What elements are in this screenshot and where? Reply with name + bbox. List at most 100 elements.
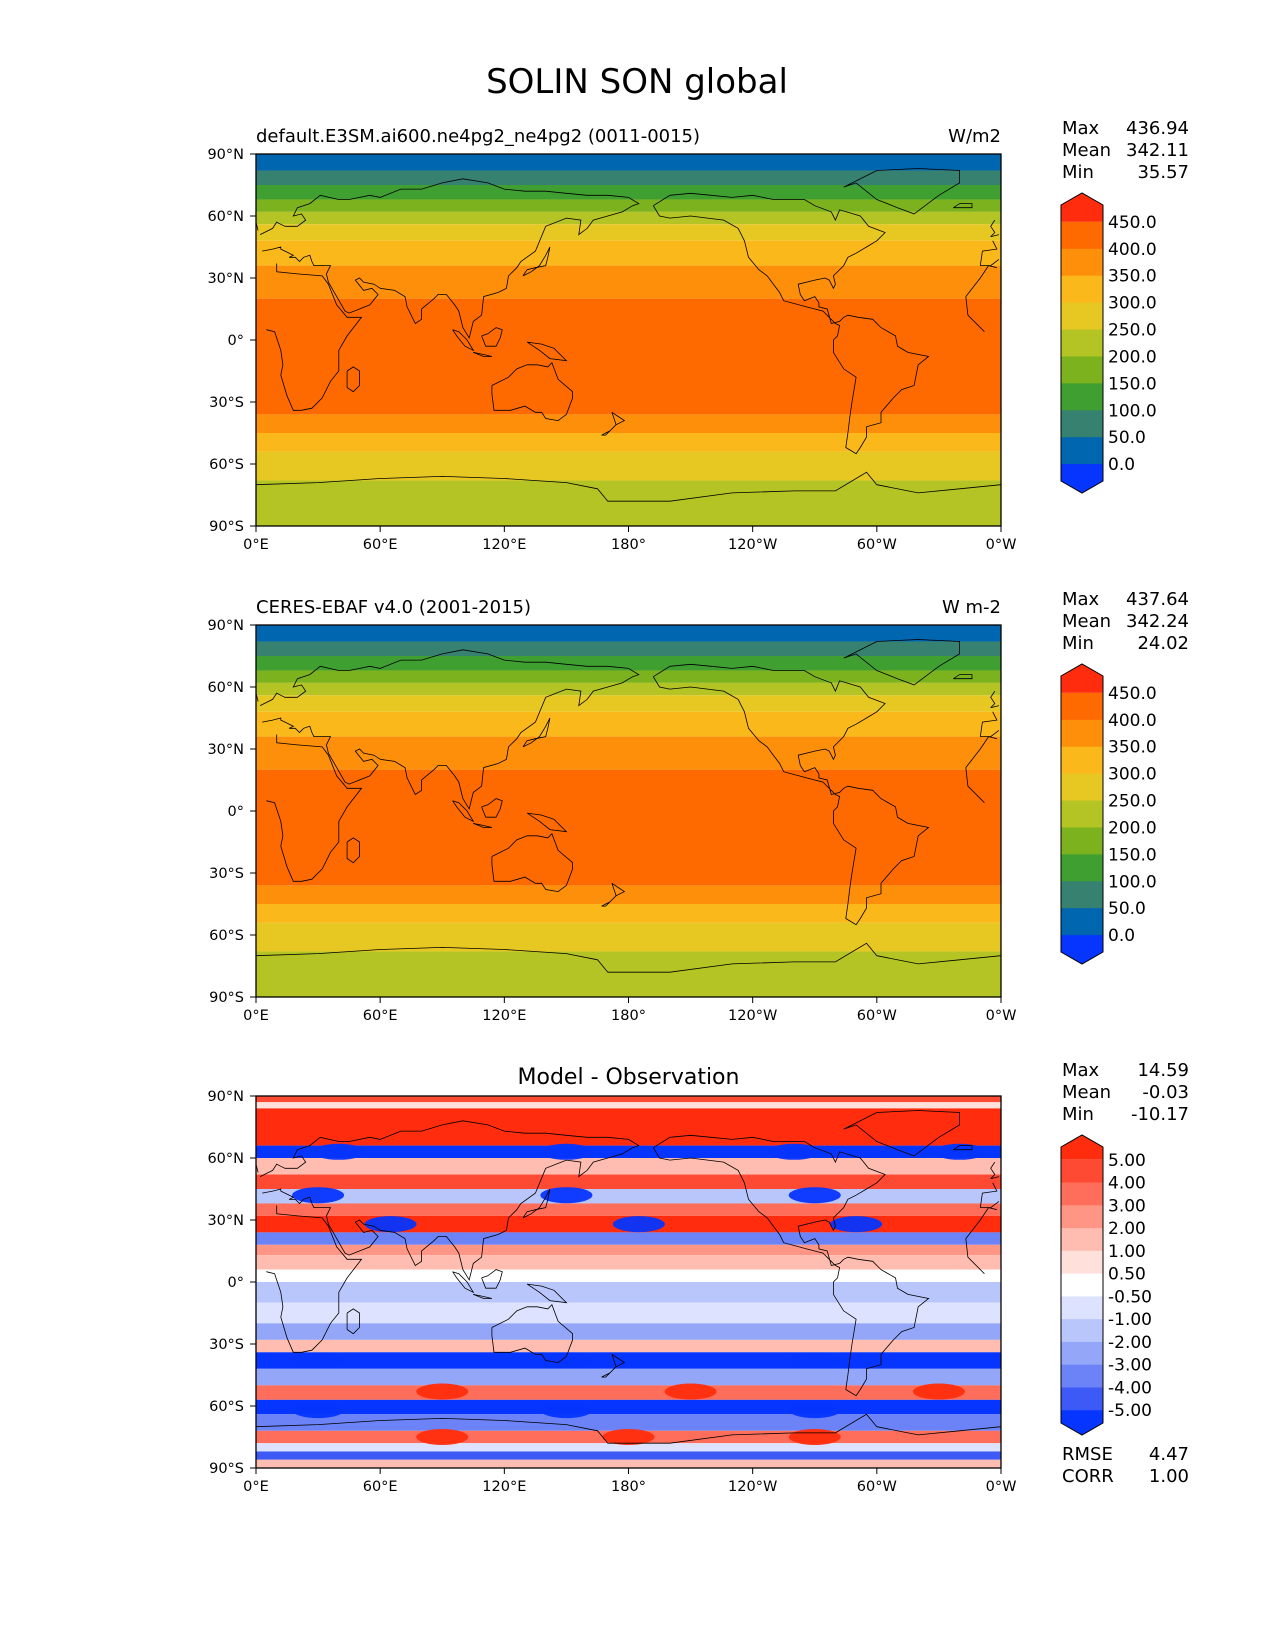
- colorbar-label: 350.0: [1108, 267, 1157, 287]
- coastline: [990, 690, 996, 708]
- coastline: [965, 296, 985, 332]
- contour-blob: [788, 1402, 841, 1419]
- contour-blob: [664, 1383, 717, 1400]
- colorbar-swatch: [1061, 410, 1103, 438]
- lon-tick-label: 120°E: [482, 1008, 526, 1024]
- contour-band: [256, 1443, 1001, 1452]
- contour-band: [256, 1244, 1001, 1256]
- lat-tick-label: 90°S: [209, 1461, 244, 1477]
- colorbar: 450.0 400.0 350.0 300.0 250.0 200.0 150.0 100.0…: [1060, 192, 1157, 494]
- colorbar-label: 50.0: [1108, 899, 1146, 919]
- lon-tick-label: 180°: [611, 537, 646, 553]
- colorbar-swatch: [1061, 746, 1103, 775]
- contour-band: [256, 1352, 1001, 1369]
- lat-tick-label: 0°: [228, 1275, 244, 1291]
- stat-max-value: 436.94: [1126, 118, 1189, 139]
- coastline: [473, 352, 492, 357]
- contour-blob: [788, 1429, 841, 1445]
- lat-tick-label: 60°S: [209, 457, 244, 473]
- panel-title: Model - Observation: [518, 1065, 740, 1090]
- lon-tick-label: 60°W: [857, 1008, 897, 1024]
- coastline: [526, 341, 568, 362]
- coastline: [473, 823, 492, 828]
- colorbar-label: 4.00: [1108, 1174, 1146, 1194]
- coastline: [965, 736, 997, 768]
- colorbar-swatch: [1061, 800, 1103, 828]
- colorbar-swatch: [1061, 1159, 1103, 1184]
- colorbar: 450.0 400.0 350.0 300.0 250.0 200.0 150.0 100.0…: [1060, 663, 1157, 965]
- stat-max-label: Max: [1062, 118, 1100, 139]
- contour-band: [256, 1414, 1001, 1431]
- lon-tick-label: 60°E: [363, 1479, 398, 1495]
- coastline: [266, 263, 363, 411]
- coastline: [953, 203, 973, 209]
- colorbar-label: 100.0: [1108, 401, 1157, 421]
- colorbar-outline: [1060, 1134, 1104, 1436]
- contour-band: [256, 1269, 1001, 1282]
- contour-band: [256, 1189, 1001, 1204]
- colorbar-label: 150.0: [1108, 374, 1157, 394]
- contour-blob: [830, 1216, 883, 1233]
- colorbar-swatch: [1061, 827, 1103, 855]
- contour-blob: [788, 1187, 841, 1204]
- contour-band: [256, 1339, 1001, 1353]
- coastline: [452, 329, 475, 352]
- contour-band: [256, 154, 1001, 171]
- field-layer: [256, 154, 1001, 526]
- field-layer: [256, 1096, 1001, 1468]
- coastline: [601, 1366, 617, 1378]
- contour-blob: [292, 1187, 345, 1204]
- lon-tick-label: 0°E: [243, 537, 269, 553]
- coastline: [990, 1176, 999, 1180]
- lon-tick-label: 180°: [611, 1008, 646, 1024]
- lon-tick-label: 0°E: [243, 1479, 269, 1495]
- corr-label: CORR: [1062, 1466, 1114, 1487]
- lon-tick-label: 180°: [611, 1479, 646, 1495]
- colorbar-swatch: [1061, 193, 1103, 222]
- panel-units: W m-2: [942, 597, 1001, 618]
- contour-band: [256, 670, 1001, 683]
- lat-tick-label: 90°S: [209, 519, 244, 535]
- colorbar-swatch: [1061, 221, 1103, 250]
- contour-band: [256, 1323, 1001, 1340]
- colorbar-swatch: [1061, 1296, 1103, 1320]
- coastline: [259, 178, 640, 339]
- contour-band: [256, 656, 1001, 671]
- contour-blob: [416, 1429, 469, 1445]
- lat-tick-label: 60°S: [209, 928, 244, 944]
- field-layer: [256, 625, 1001, 997]
- coastline: [652, 663, 930, 926]
- colorbar-swatch: [1061, 1319, 1103, 1343]
- contour-band: [256, 904, 1001, 923]
- stat-max-label: Max: [1062, 589, 1100, 610]
- colorbar-swatch: [1061, 275, 1103, 304]
- colorbar-label: 350.0: [1108, 738, 1157, 758]
- coastline: [481, 1269, 503, 1289]
- contour-band: [256, 1232, 1001, 1245]
- colorbar-label: 450.0: [1108, 213, 1157, 233]
- coastline: [256, 471, 1001, 502]
- coastline: [990, 234, 999, 238]
- coastline: [990, 705, 999, 709]
- coastline: [256, 1413, 1001, 1444]
- coastline: [256, 942, 1001, 973]
- colorbar-swatch: [1061, 881, 1103, 909]
- colorbar-swatch: [1061, 1387, 1103, 1411]
- colorbar-swatch: [1061, 1341, 1103, 1366]
- contour-blob: [602, 1429, 655, 1445]
- coastline: [611, 882, 626, 897]
- colorbar-label: 2.00: [1108, 1219, 1146, 1239]
- contour-blob: [540, 1187, 593, 1204]
- coastline: [953, 674, 973, 680]
- coastline: [259, 649, 640, 810]
- lat-tick-label: 30°N: [207, 1213, 244, 1229]
- stat-mean-value: 342.11: [1126, 140, 1189, 161]
- colorbar-swatch: [1061, 719, 1103, 748]
- contour-band: [256, 1108, 1001, 1146]
- coastline: [346, 837, 360, 864]
- coastline: [522, 246, 551, 277]
- coastline: [259, 1120, 640, 1281]
- coastline: [452, 800, 475, 823]
- contour-band: [256, 711, 1001, 737]
